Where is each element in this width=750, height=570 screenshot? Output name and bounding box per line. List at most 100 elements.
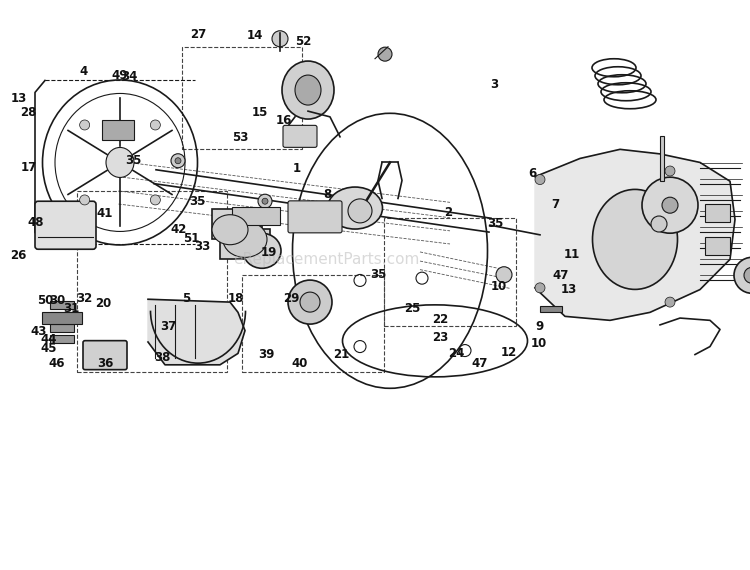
Text: 13: 13 [10, 92, 27, 104]
Circle shape [744, 267, 750, 283]
FancyBboxPatch shape [283, 125, 317, 148]
Text: 51: 51 [183, 232, 200, 245]
Circle shape [535, 283, 545, 293]
Bar [76, 191, 226, 372]
Ellipse shape [212, 215, 248, 245]
Circle shape [80, 120, 90, 130]
Text: 40: 40 [292, 357, 308, 370]
Text: 5: 5 [182, 292, 190, 304]
Circle shape [665, 166, 675, 176]
Text: 11: 11 [564, 249, 580, 261]
Bar [705, 237, 730, 255]
Text: 9: 9 [536, 320, 544, 332]
Text: 35: 35 [125, 154, 142, 167]
Text: 50: 50 [37, 295, 53, 307]
Text: 45: 45 [40, 343, 57, 355]
Circle shape [662, 197, 678, 213]
Bar [232, 207, 280, 225]
Bar [182, 47, 302, 149]
Text: 35: 35 [189, 195, 206, 207]
Bar [220, 229, 270, 259]
Text: 7: 7 [551, 198, 559, 210]
Text: 15: 15 [252, 106, 268, 119]
Text: 36: 36 [97, 357, 113, 369]
Polygon shape [535, 149, 735, 320]
Circle shape [262, 198, 268, 204]
Bar [242, 275, 384, 372]
Circle shape [80, 195, 90, 205]
Text: 29: 29 [283, 292, 299, 304]
Ellipse shape [328, 187, 382, 229]
Text: 28: 28 [20, 107, 37, 119]
Text: 47: 47 [472, 357, 488, 370]
Circle shape [288, 280, 332, 324]
Text: 10: 10 [490, 280, 507, 293]
Text: 8: 8 [322, 189, 332, 201]
Circle shape [150, 195, 160, 205]
Text: 12: 12 [500, 346, 517, 359]
Text: 23: 23 [432, 331, 448, 344]
Text: 20: 20 [95, 298, 112, 310]
Circle shape [272, 31, 288, 47]
Text: 24: 24 [448, 347, 464, 360]
Bar [384, 218, 516, 326]
Circle shape [150, 120, 160, 130]
Ellipse shape [592, 189, 677, 290]
Ellipse shape [243, 233, 281, 268]
Text: 34: 34 [121, 71, 137, 83]
Text: 26: 26 [10, 249, 27, 262]
Circle shape [665, 297, 675, 307]
FancyBboxPatch shape [288, 201, 342, 233]
Text: 46: 46 [49, 357, 65, 370]
Text: 35: 35 [487, 217, 503, 230]
Polygon shape [148, 299, 245, 365]
Bar [540, 306, 562, 312]
Circle shape [175, 158, 181, 164]
Bar [50, 312, 74, 320]
Ellipse shape [106, 148, 134, 177]
Text: 44: 44 [40, 333, 57, 345]
Ellipse shape [295, 75, 321, 105]
Text: 14: 14 [247, 30, 263, 42]
Text: 3: 3 [490, 78, 498, 91]
Text: 30: 30 [49, 295, 65, 307]
Text: 41: 41 [97, 207, 113, 220]
Text: 53: 53 [232, 132, 248, 144]
Text: 18: 18 [228, 292, 244, 304]
Text: 32: 32 [76, 292, 92, 304]
Bar [42, 312, 82, 324]
Circle shape [535, 174, 545, 185]
Text: eReplacementParts.com: eReplacementParts.com [233, 252, 419, 267]
Text: 27: 27 [190, 28, 206, 40]
Ellipse shape [223, 221, 267, 258]
Text: 1: 1 [292, 162, 300, 174]
Text: 6: 6 [528, 168, 537, 180]
Text: 22: 22 [432, 313, 448, 325]
Text: 42: 42 [170, 223, 187, 235]
Text: 17: 17 [20, 161, 37, 173]
Text: 33: 33 [194, 240, 211, 253]
Ellipse shape [282, 61, 334, 119]
Circle shape [300, 292, 320, 312]
Circle shape [348, 199, 372, 223]
Bar [705, 203, 730, 222]
Text: 13: 13 [560, 283, 577, 296]
FancyBboxPatch shape [35, 201, 96, 249]
Circle shape [378, 47, 392, 61]
Text: 37: 37 [160, 320, 176, 332]
Text: 10: 10 [530, 337, 547, 349]
Circle shape [651, 216, 667, 232]
Bar [50, 324, 74, 332]
FancyBboxPatch shape [83, 341, 127, 370]
Text: 38: 38 [154, 352, 170, 364]
Text: 31: 31 [63, 303, 80, 315]
Circle shape [734, 257, 750, 294]
Text: 52: 52 [296, 35, 312, 48]
Text: 16: 16 [275, 115, 292, 127]
Bar [102, 120, 134, 140]
Text: 35: 35 [370, 268, 387, 281]
Text: 47: 47 [553, 269, 569, 282]
Text: 25: 25 [404, 303, 421, 315]
Text: 49: 49 [112, 69, 128, 82]
Text: 39: 39 [258, 348, 274, 361]
